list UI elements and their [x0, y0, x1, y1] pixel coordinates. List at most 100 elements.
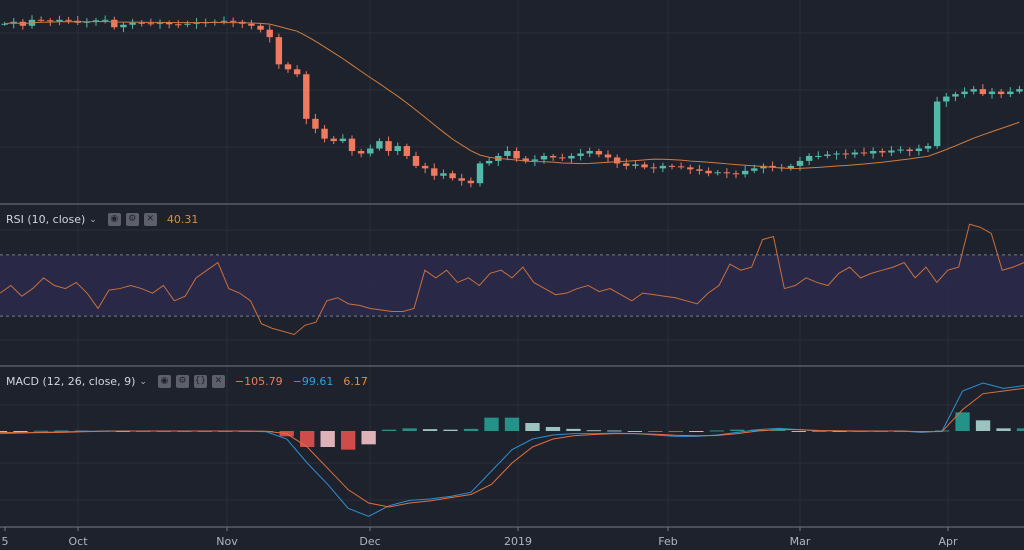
candle	[833, 153, 840, 155]
candle	[458, 178, 465, 181]
candle	[385, 141, 392, 152]
candle	[732, 173, 740, 175]
macd-histogram-bar	[525, 423, 540, 431]
macd-histogram-bar	[361, 431, 376, 445]
candle	[650, 167, 657, 169]
macd-histogram-bar	[996, 428, 1011, 431]
macd-histogram-bar	[504, 417, 520, 431]
macd-histogram-bar	[689, 431, 704, 432]
candle	[376, 141, 383, 149]
macd-histogram-bar	[791, 431, 806, 432]
rsi-band	[0, 254, 1024, 317]
candle	[184, 23, 191, 25]
candle	[330, 138, 337, 142]
candle	[559, 157, 566, 159]
candle	[120, 24, 127, 28]
macd-histogram-bar	[13, 431, 28, 432]
macd-histogram-bar	[33, 430, 49, 432]
candle	[549, 155, 557, 158]
candle	[293, 69, 301, 75]
rsi-legend: RSI (10, close) ⌄ ◉ ⚙ ✕ 40.31	[6, 213, 198, 226]
candle	[513, 151, 520, 159]
macd-line	[0, 382, 1024, 517]
candle	[805, 155, 813, 161]
macd-histogram-bar	[545, 427, 561, 431]
candle	[604, 154, 612, 158]
macd-histogram-bar	[955, 412, 970, 431]
candle	[531, 159, 539, 161]
x-axis-label: 2019	[504, 535, 532, 548]
macd-histogram-bar	[484, 417, 499, 431]
candle	[769, 165, 776, 168]
macd-histogram-bar	[54, 430, 69, 432]
candle	[111, 19, 118, 28]
candle	[101, 19, 109, 21]
macd-histogram-bar	[771, 429, 786, 431]
close-icon[interactable]: ✕	[143, 213, 157, 226]
candle	[687, 167, 694, 170]
x-axis-label: Feb	[658, 535, 678, 548]
candle	[924, 146, 932, 149]
candle	[165, 22, 173, 25]
x-axis-label: 5	[1, 535, 9, 548]
candle	[476, 163, 484, 184]
rsi-title[interactable]: RSI (10, close)	[6, 213, 86, 226]
candle	[952, 94, 959, 97]
candle	[83, 21, 91, 23]
macd-histogram-bar	[750, 429, 765, 431]
candle	[714, 172, 721, 174]
candle	[751, 168, 758, 171]
candle	[988, 91, 996, 95]
candle	[842, 153, 849, 155]
candle	[229, 20, 237, 22]
macd-legend: MACD (12, 26, close, 9) ⌄ ◉ ⚙ {} ✕ −105.79 −…	[6, 375, 368, 388]
candle	[421, 165, 429, 169]
candle	[595, 151, 603, 155]
macd-histogram-bar	[381, 429, 397, 431]
candle	[431, 168, 438, 176]
candle	[943, 96, 950, 102]
candle	[860, 152, 868, 154]
candle	[147, 23, 155, 25]
candle	[1016, 89, 1023, 92]
macd-histogram-bar	[402, 428, 417, 431]
candle	[367, 148, 374, 154]
candle	[275, 37, 283, 65]
eye-icon[interactable]: ◉	[107, 213, 121, 226]
gear-icon[interactable]: ⚙	[175, 375, 189, 388]
macd-title[interactable]: MACD (12, 26, close, 9)	[6, 375, 136, 388]
candle	[467, 180, 475, 184]
gear-icon[interactable]: ⚙	[125, 213, 139, 226]
x-axis-label: Dec	[359, 535, 381, 548]
rsi-value: 40.31	[166, 213, 199, 226]
candle	[175, 24, 182, 26]
source-code-icon[interactable]: {}	[193, 375, 207, 388]
candle	[47, 20, 54, 22]
x-axis-label: Apr	[938, 535, 958, 548]
chevron-down-icon[interactable]: ⌄	[89, 214, 97, 225]
macd-histogram-bar	[443, 429, 458, 431]
macd-histogram-bar	[566, 428, 581, 431]
candle	[485, 160, 493, 164]
macd-histogram-bar	[422, 429, 438, 431]
macd-histogram-bar	[730, 429, 745, 431]
rsi-line	[0, 223, 1024, 336]
macd-histogram-bar	[709, 430, 724, 432]
candle	[906, 149, 913, 152]
close-icon[interactable]: ✕	[211, 375, 225, 388]
macd-histogram-bar	[607, 430, 622, 432]
candle	[897, 149, 904, 151]
candle	[92, 20, 100, 22]
chevron-down-icon[interactable]: ⌄	[139, 376, 147, 387]
candle	[888, 150, 895, 153]
candle	[787, 165, 795, 169]
candle	[449, 173, 456, 179]
candle	[705, 170, 712, 174]
candle	[677, 166, 685, 168]
candle	[348, 138, 356, 152]
eye-icon[interactable]: ◉	[157, 375, 171, 388]
candle	[933, 101, 941, 147]
candle	[997, 91, 1005, 95]
candle	[668, 165, 676, 167]
